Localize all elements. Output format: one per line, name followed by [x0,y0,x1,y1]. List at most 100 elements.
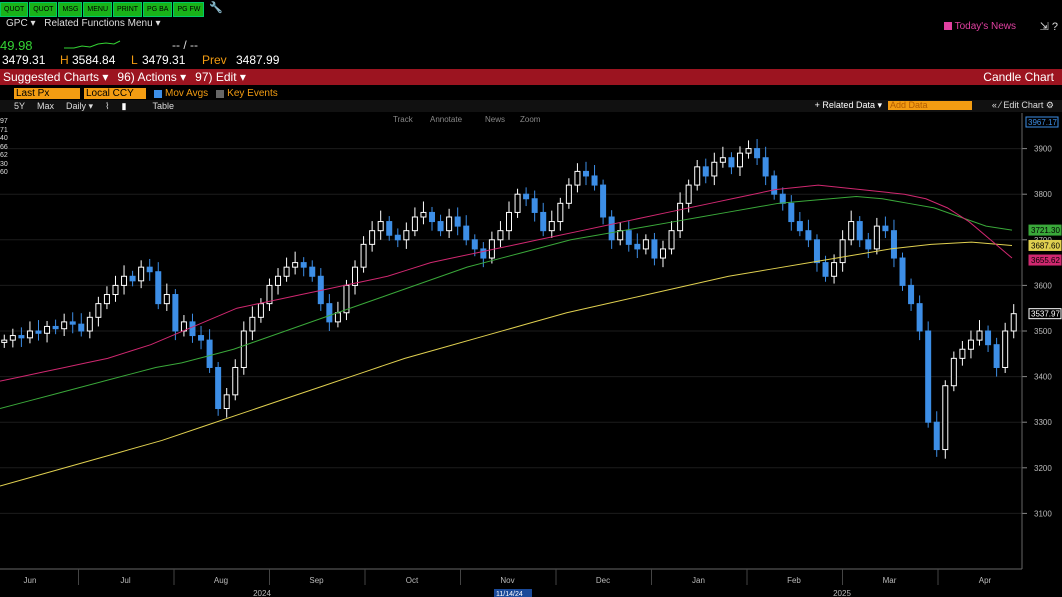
fn-button-0[interactable]: QUOT [0,2,29,17]
tool-zoom[interactable]: Zoom [520,115,541,124]
candle-body [668,230,675,250]
wrench-icon[interactable]: 🔧 [209,2,224,14]
candle-body [967,339,974,350]
candle-body [35,330,42,334]
candle-body [249,316,256,332]
candle-body [429,211,436,223]
x-year-label: 2025 [833,589,851,597]
edit-chart-button[interactable]: « ⁄ Edit Chart ⚙ [991,100,1054,110]
candle-body [26,330,33,339]
fn-button-3[interactable]: MENU [83,2,113,17]
candle-body [523,193,530,200]
candle-body [352,266,359,286]
legend-value-4: 62 [0,152,8,159]
range-5y[interactable]: 5Y [14,101,26,111]
candle-body [403,230,410,241]
currency-select[interactable]: Local CCY [84,88,146,99]
range-max[interactable]: Max [37,101,55,111]
candle-body [719,157,726,163]
candle-body [694,166,701,186]
tool-annotate[interactable]: Annotate [430,115,463,124]
candle-body [446,216,453,232]
actions-menu[interactable]: 96) Actions ▾ [117,70,187,84]
candle-body [582,170,589,177]
candle-body [873,225,880,250]
quote-line-2: 3479.31 H 3584.84 L 3479.31 Prev 3487.99 [0,53,1062,67]
related-functions-menu[interactable]: Related Functions Menu ▾ [44,18,161,29]
candle-body [993,344,1000,368]
table-button[interactable]: Table [152,101,174,111]
candle-body [411,216,418,232]
candle-body [651,239,658,259]
legend-value-5: 30 [0,160,8,168]
candle-body [369,230,376,245]
candle-body [103,294,110,305]
key-events-checkbox[interactable] [216,89,225,98]
y-tick-label: 3400 [1034,373,1052,382]
todays-news-link[interactable]: Today's News [943,21,1016,32]
ticker-menu[interactable]: GPC ▾ [6,18,36,29]
candle-body [608,216,615,241]
candle-body [600,184,607,218]
fn-button-6[interactable]: PG FW [173,2,205,17]
ma-long-line [0,241,1013,487]
candle-body [78,323,85,332]
y-tick-label: 3200 [1034,464,1052,473]
period-daily[interactable]: Daily ▾ [66,100,94,111]
candle-body [300,262,307,268]
candle-chart[interactable]: 3100320033003400350036003700380039003967… [0,113,1062,597]
x-month-label: Apr [979,576,992,585]
candle-body [497,230,504,241]
candle-body [711,161,718,177]
candle-body [240,330,247,368]
candle-body [839,239,846,264]
axis-marker [1028,254,1062,266]
legend-value-6: 60 [0,169,8,176]
candle-body [899,257,906,286]
legend-values: 97 71 40 66 62 30 60 [0,118,14,178]
fn-button-1[interactable]: QUOT [29,2,58,17]
candle-body [745,148,752,154]
candle-body [976,330,983,341]
legend-value-2: 40 [0,135,8,142]
candle-body [796,221,803,232]
fn-button-5[interactable]: PG BA [143,2,173,17]
fn-button-2[interactable]: MSG [58,2,83,17]
related-data-menu[interactable]: + Related Data ▾ [814,100,882,110]
candle-body [129,275,136,282]
add-data-input[interactable]: Add Data [888,101,972,110]
candle-style-icon[interactable]: ▮ [121,100,127,111]
legend-value-3: 66 [0,143,8,151]
candle-body [309,266,316,277]
candle-body [292,262,299,268]
high-value: 3584.84 [72,53,116,67]
candle-body [257,303,264,318]
quote-line-1: 49.98 -- / -- [0,38,1062,53]
legend-value-1: 71 [0,126,8,134]
mov-avgs-checkbox[interactable] [154,89,162,98]
candle-body [856,221,863,241]
x-month-label: Mar [883,576,897,585]
tool-news[interactable]: News [485,115,505,124]
candle-body [908,284,915,305]
window-icons[interactable]: ⇲ ? [1039,21,1058,33]
chart-style-icon[interactable]: ⌇ [105,100,110,111]
x-month-label: Jul [120,576,130,585]
candle-body [805,230,812,241]
candle-body [882,225,889,232]
candle-body [61,321,68,330]
candle-body [950,357,957,387]
candle-body [565,184,572,204]
y-tick-label: 3100 [1034,509,1052,518]
last-price-label: 3967.17 [1028,118,1057,127]
edit-menu[interactable]: 97) Edit ▾ [195,70,246,84]
candle-body [394,234,401,241]
candle-body [377,221,384,232]
x-month-label: Feb [787,576,801,585]
candle-body [540,211,547,232]
tool-track[interactable]: Track [393,115,414,124]
last-px-select[interactable]: Last Px [14,88,80,99]
candle-body [275,275,282,286]
suggested-charts-menu[interactable]: Suggested Charts ▾ [3,70,109,84]
fn-button-4[interactable]: PRINT [113,2,143,17]
